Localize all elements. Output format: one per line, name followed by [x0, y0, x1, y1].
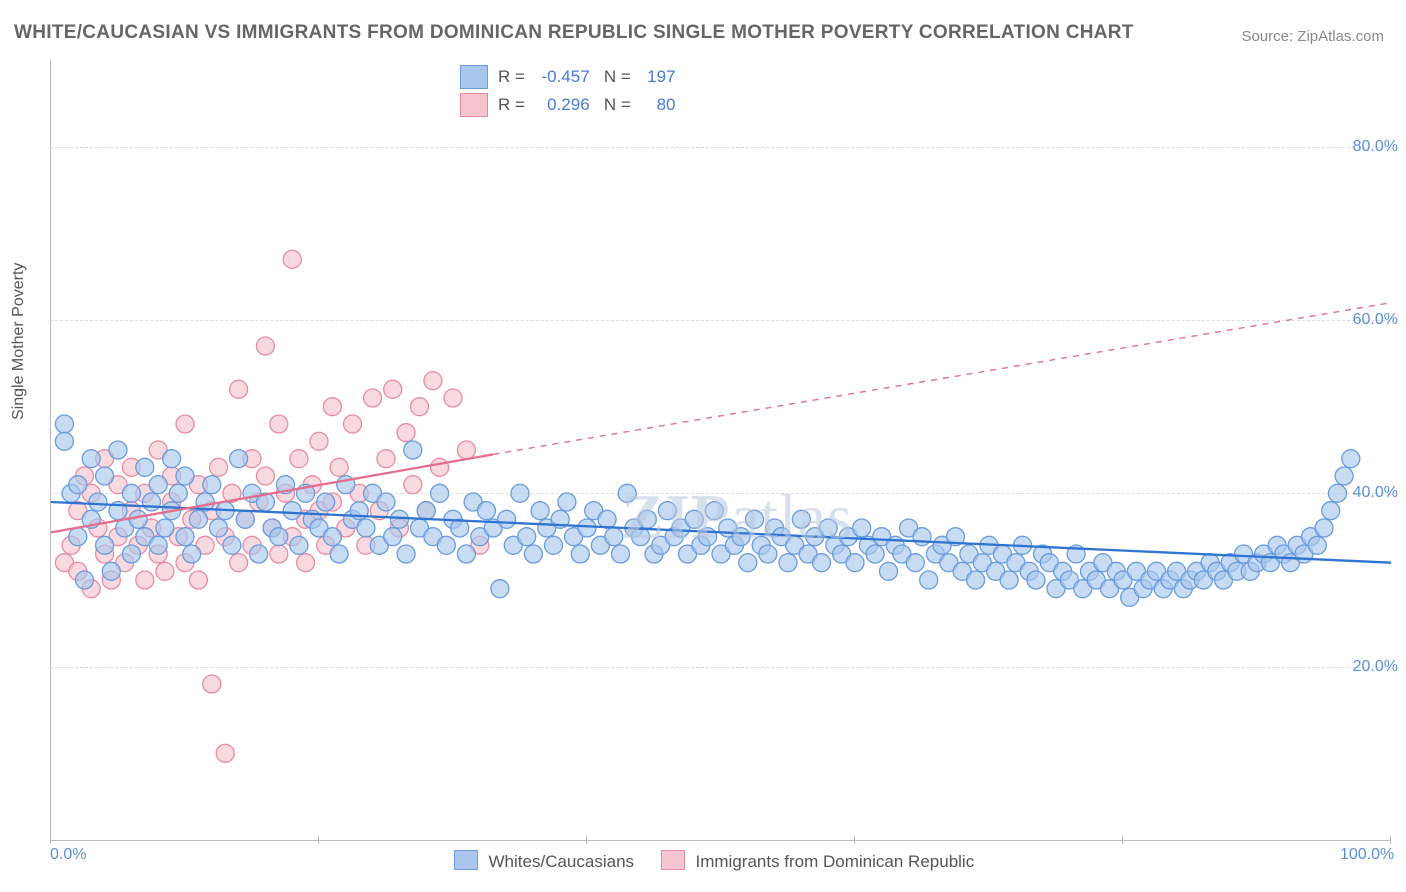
source-attribution: Source: ZipAtlas.com: [1241, 28, 1384, 45]
chart-title: WHITE/CAUCASIAN VS IMMIGRANTS FROM DOMIN…: [14, 22, 1134, 44]
scatter-svg: [51, 60, 1391, 840]
y-tick-label: 20.0%: [1353, 658, 1398, 676]
stat-n-value-1: 197: [635, 63, 675, 91]
bottom-legend: Whites/Caucasians Immigrants from Domini…: [0, 850, 1406, 872]
plot-area: ZIPatlas: [50, 60, 1391, 841]
chart-container: WHITE/CAUCASIAN VS IMMIGRANTS FROM DOMIN…: [0, 0, 1406, 892]
y-tick-label: 60.0%: [1353, 311, 1398, 329]
correlation-stats-box: R = -0.457 N = 197 R = 0.296 N = 80: [460, 63, 675, 119]
stat-n-value-2: 80: [635, 91, 675, 119]
stats-swatch-1: [460, 65, 488, 89]
y-axis-label: Single Mother Poverty: [10, 263, 28, 420]
legend-swatch-2: [661, 850, 685, 870]
stats-row-series-1: R = -0.457 N = 197: [460, 63, 675, 91]
stat-r-value-2: 0.296: [530, 91, 590, 119]
legend-swatch-1: [454, 850, 478, 870]
stat-r-label: R =: [498, 63, 530, 91]
stat-n-label: N =: [590, 63, 636, 91]
watermark: ZIPatlas: [621, 480, 853, 554]
stat-n-label: N =: [590, 91, 636, 119]
stat-r-label: R =: [498, 91, 530, 119]
stats-swatch-2: [460, 93, 488, 117]
legend-label-2: Immigrants from Dominican Republic: [696, 852, 975, 871]
y-tick-label: 40.0%: [1353, 484, 1398, 502]
stats-row-series-2: R = 0.296 N = 80: [460, 91, 675, 119]
stat-r-value-1: -0.457: [530, 63, 590, 91]
y-tick-label: 80.0%: [1353, 138, 1398, 156]
legend-label-1: Whites/Caucasians: [489, 852, 635, 871]
